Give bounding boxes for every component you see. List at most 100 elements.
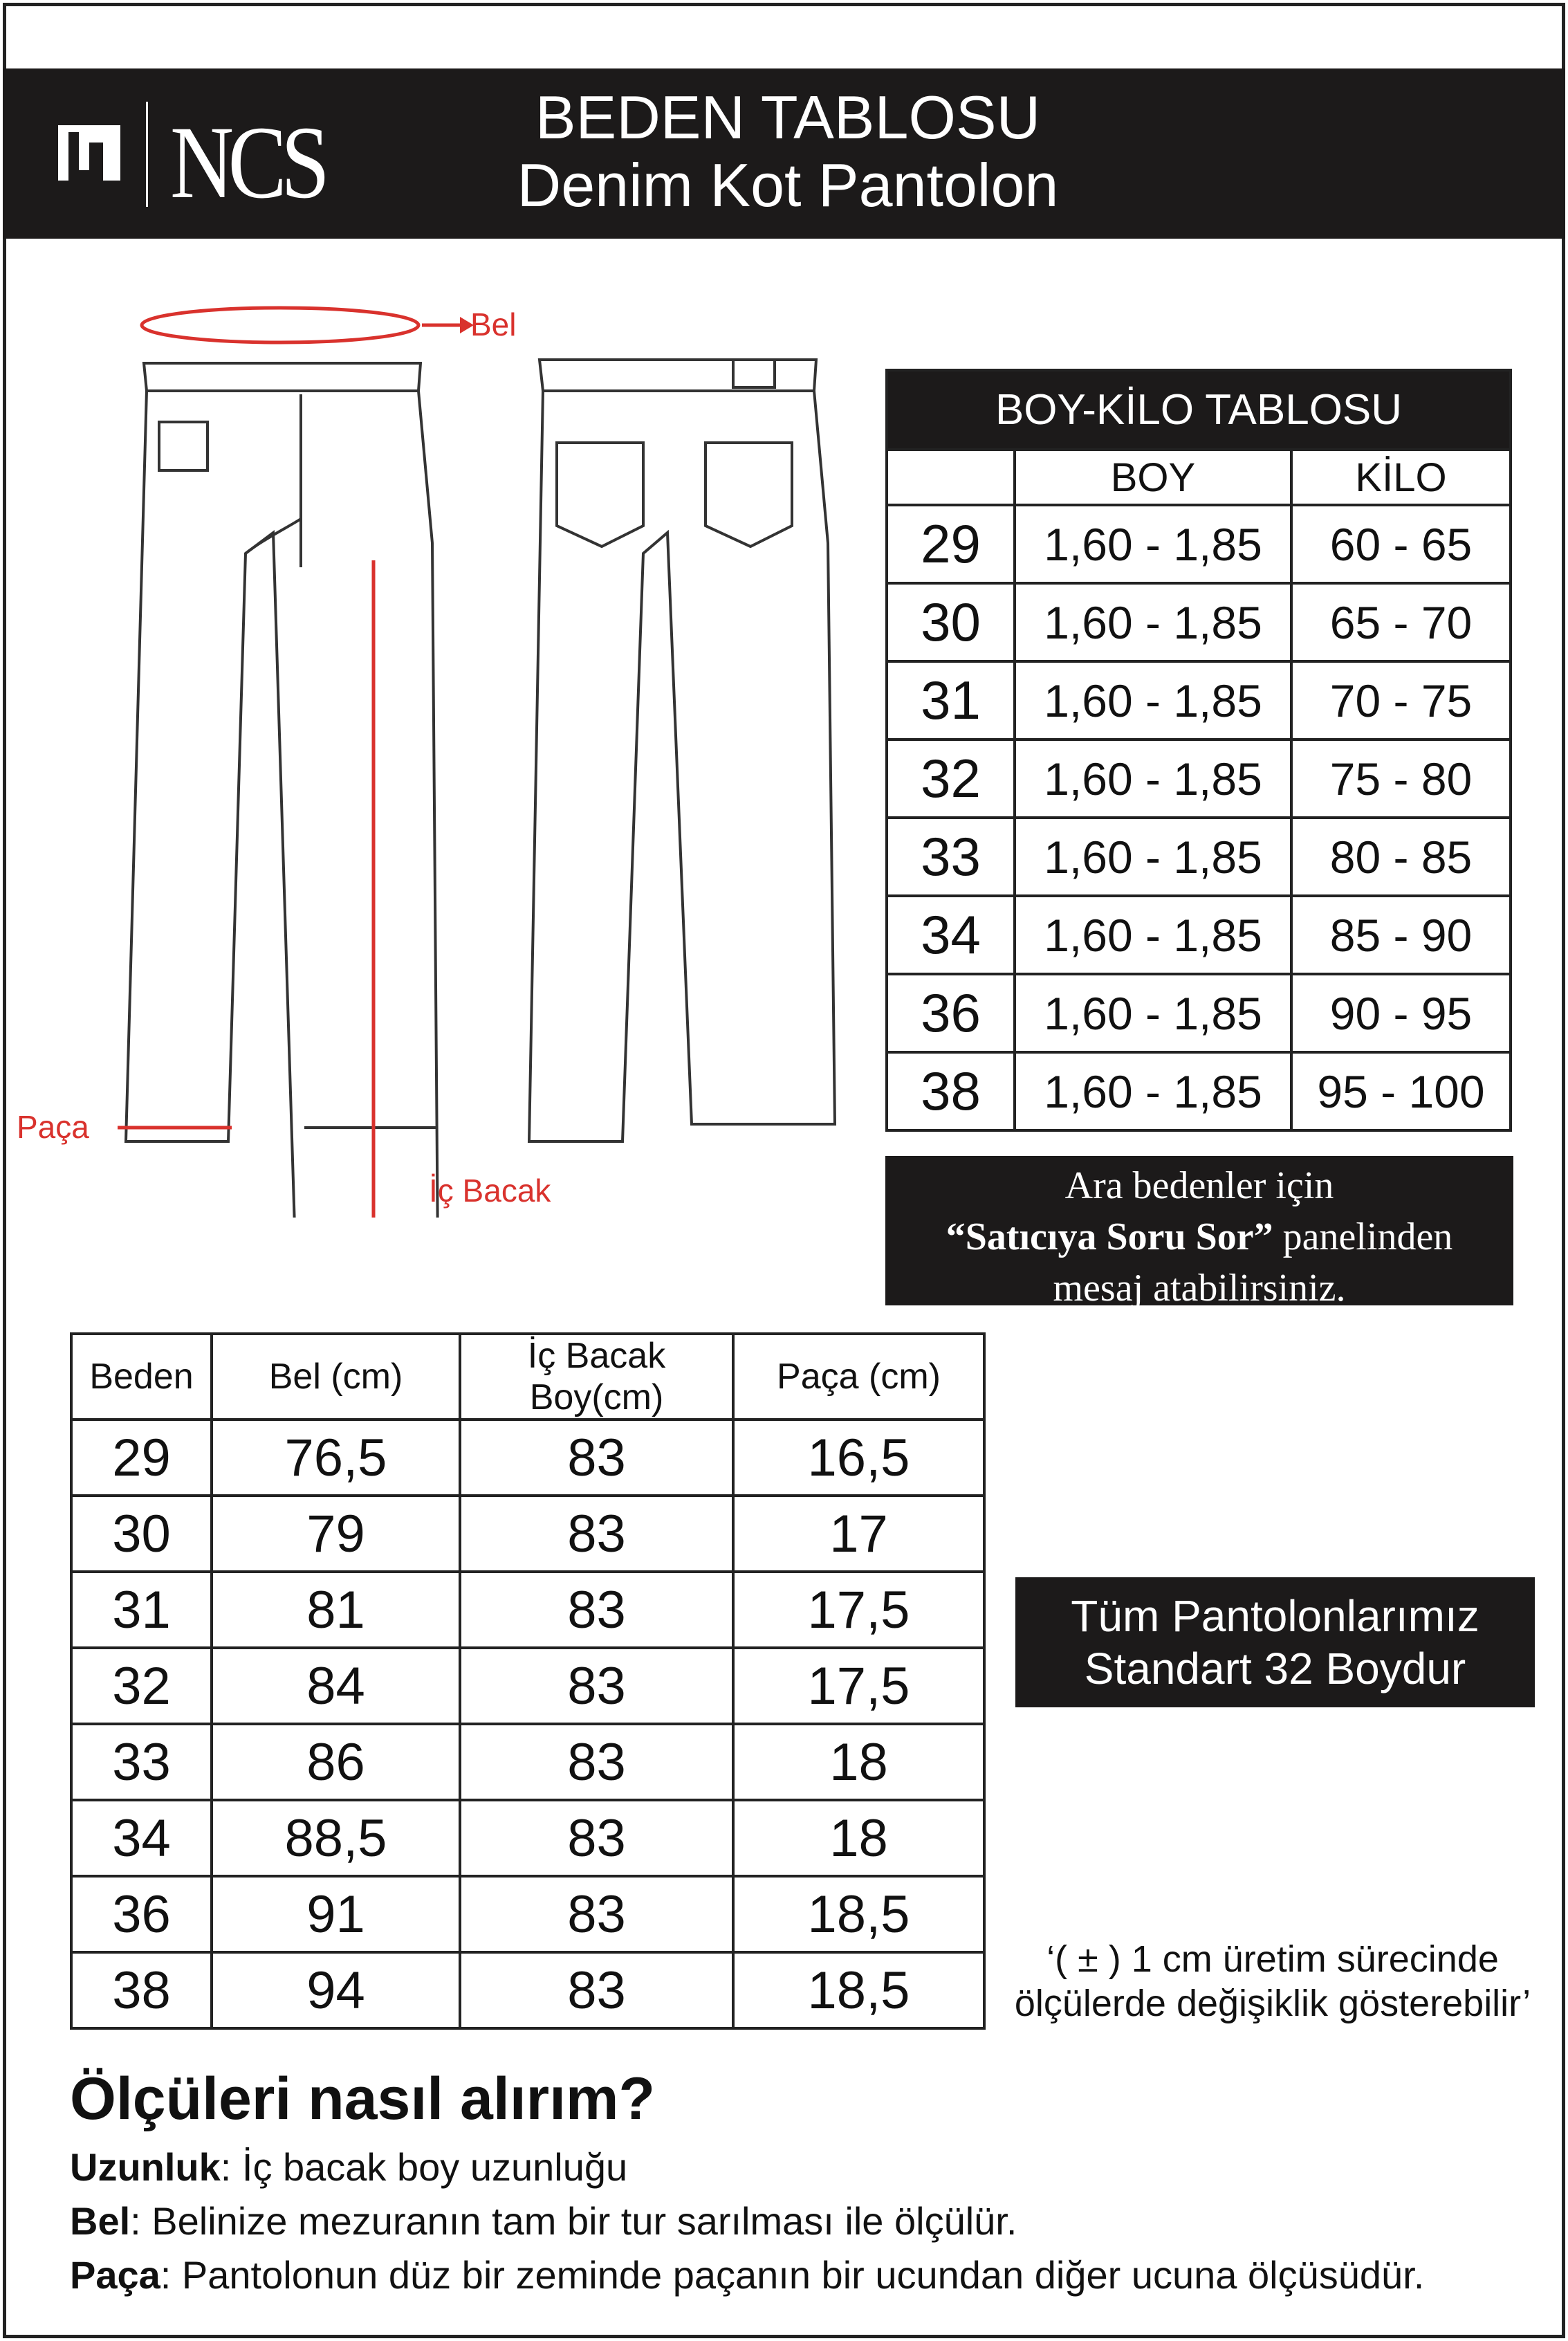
table-cell: 1,60 - 1,85 — [1013, 973, 1293, 1054]
size-table: Beden Bel (cm) İç Bacak Boy(cm) Paça (cm… — [70, 1332, 986, 2030]
table-cell: 32 — [885, 738, 1016, 819]
table-cell: 30 — [70, 1494, 213, 1573]
table-cell: 18,5 — [732, 1951, 986, 2030]
boy-kilo-table: BOY-KİLO TABLOSU BOY KİLO 29 1,60 - 1,85 6… — [885, 369, 1512, 1132]
table-cell: 60 - 65 — [1290, 504, 1512, 585]
table-cell: 1,60 - 1,85 — [1013, 582, 1293, 663]
table-row: 30 79 83 17 — [70, 1494, 986, 1573]
howto-term: Bel — [70, 2199, 131, 2243]
table-cell: 29 — [70, 1418, 213, 1497]
table-cell: 33 — [70, 1723, 213, 1801]
table-cell: 31 — [70, 1570, 213, 1649]
table-cell: 33 — [885, 816, 1016, 897]
standard-line: Tüm Pantolonlarımız — [1071, 1591, 1479, 1641]
table-cell: 70 - 75 — [1290, 660, 1512, 741]
table-cell: 17,5 — [732, 1570, 986, 1649]
table-row: 29 76,5 83 16,5 — [70, 1418, 986, 1497]
table-cell: 18 — [732, 1799, 986, 1878]
standard-length-box: Tüm Pantolonlarımız Standart 32 Boydur — [1015, 1577, 1535, 1707]
table-header-row: BOY KİLO — [885, 448, 1512, 506]
table-row: 33 1,60 - 1,85 80 - 85 — [885, 816, 1512, 897]
label-bel: Bel — [470, 306, 517, 342]
note-bold: “Satıcıya Soru Sor” — [946, 1215, 1273, 1258]
table-cell: 18 — [732, 1723, 986, 1801]
table-cell: 75 - 80 — [1290, 738, 1512, 819]
jeans-diagram — [118, 306, 837, 1218]
howto-text: : Pantolonun düz bir zeminde paçanın bir… — [160, 2253, 1425, 2297]
table-header-row: Beden Bel (cm) İç Bacak Boy(cm) Paça (cm… — [70, 1332, 986, 1421]
table-row: 31 1,60 - 1,85 70 - 75 — [885, 660, 1512, 741]
table-cell: 16,5 — [732, 1418, 986, 1497]
page-title: BEDEN TABLOSU — [535, 83, 1041, 152]
header-cell: Paça (cm) — [732, 1332, 986, 1421]
table-cell: 1,60 - 1,85 — [1013, 504, 1293, 585]
header-cell: KİLO — [1290, 448, 1512, 506]
howto-item: Uzunluk: İç bacak boy uzunluğu — [70, 2145, 627, 2189]
table-cell: 29 — [885, 504, 1016, 585]
table-cell: 30 — [885, 582, 1016, 663]
header-cell — [885, 448, 1016, 506]
table-cell: 84 — [210, 1646, 461, 1725]
seller-question-note: Ara bedenler için “Satıcıya Soru Sor” pa… — [885, 1156, 1513, 1310]
table-cell: 83 — [459, 1799, 735, 1878]
howto-item: Bel: Belinize mezuranın tam bir tur sarı… — [70, 2198, 1017, 2243]
table-row: 38 94 83 18,5 — [70, 1951, 986, 2030]
header: NCS BEDEN TABLOSU Denim Kot Pantolon — [3, 68, 1565, 239]
waist-ellipse — [140, 306, 421, 345]
table-row: 30 1,60 - 1,85 65 - 70 — [885, 582, 1512, 663]
table-cell: 90 - 95 — [1290, 973, 1512, 1054]
table-cell: 85 - 90 — [1290, 894, 1512, 975]
ncs-logo-icon — [58, 125, 120, 181]
header-cell: Bel (cm) — [210, 1332, 461, 1421]
table-row: 36 1,60 - 1,85 90 - 95 — [885, 973, 1512, 1054]
note-line: mesaj atabilirsiniz. — [1053, 1267, 1346, 1310]
table-row: 31 81 83 17,5 — [70, 1570, 986, 1649]
table-row: 33 86 83 18 — [70, 1723, 986, 1801]
table-cell: 81 — [210, 1570, 461, 1649]
table-cell: 1,60 - 1,85 — [1013, 738, 1293, 819]
table-row: 34 1,60 - 1,85 85 - 90 — [885, 894, 1512, 975]
table-row: 38 1,60 - 1,85 95 - 100 — [885, 1051, 1512, 1132]
table-cell: 31 — [885, 660, 1016, 741]
table-cell: 38 — [885, 1051, 1016, 1132]
label-paca: Paça — [17, 1109, 89, 1145]
table-cell: 76,5 — [210, 1418, 461, 1497]
front-jeans-outline — [124, 362, 439, 1218]
table-cell: 94 — [210, 1951, 461, 2030]
table-cell: 83 — [459, 1723, 735, 1801]
table-cell: 83 — [459, 1646, 735, 1725]
table-cell: 95 - 100 — [1290, 1051, 1512, 1132]
table-cell: 38 — [70, 1951, 213, 2030]
table-cell: 83 — [459, 1418, 735, 1497]
howto-term: Paça — [70, 2253, 160, 2297]
note-line: panelinden — [1273, 1215, 1453, 1258]
howto-item: Paça: Pantolonun düz bir zeminde paçanın… — [70, 2252, 1424, 2297]
header-cell: İç Bacak Boy(cm) — [459, 1332, 735, 1421]
table-cell: 83 — [459, 1875, 735, 1954]
table-cell: 86 — [210, 1723, 461, 1801]
table-cell: 32 — [70, 1646, 213, 1725]
table-row: 32 1,60 - 1,85 75 - 80 — [885, 738, 1512, 819]
howto-term: Uzunluk — [70, 2145, 221, 2189]
logo-divider — [146, 102, 148, 207]
table-cell: 83 — [459, 1570, 735, 1649]
table-cell: 1,60 - 1,85 — [1013, 894, 1293, 975]
header-cell: BOY — [1013, 448, 1293, 506]
header-cell: Beden — [70, 1332, 213, 1421]
page-frame — [3, 3, 1565, 2338]
table-cell: 36 — [885, 973, 1016, 1054]
table-row: 29 1,60 - 1,85 60 - 65 — [885, 504, 1512, 585]
brand-logo: NCS — [170, 105, 330, 220]
table-cell: 17 — [732, 1494, 986, 1573]
table-cell: 79 — [210, 1494, 461, 1573]
table-cell: 34 — [885, 894, 1016, 975]
table-cell: 88,5 — [210, 1799, 461, 1878]
table-row: 32 84 83 17,5 — [70, 1646, 986, 1725]
table-cell: 1,60 - 1,85 — [1013, 660, 1293, 741]
table-cell: 17,5 — [732, 1646, 986, 1725]
inseam-arrow — [371, 560, 376, 1218]
note-line: Ara bedenler için — [1064, 1164, 1334, 1207]
tolerance-note: ‘( ± ) 1 cm üretim sürecinde ölçülerde d… — [989, 1937, 1556, 2026]
tolerance-line: ölçülerde değişiklik gösterebilir’ — [1014, 1983, 1531, 2024]
table-row: 34 88,5 83 18 — [70, 1799, 986, 1878]
